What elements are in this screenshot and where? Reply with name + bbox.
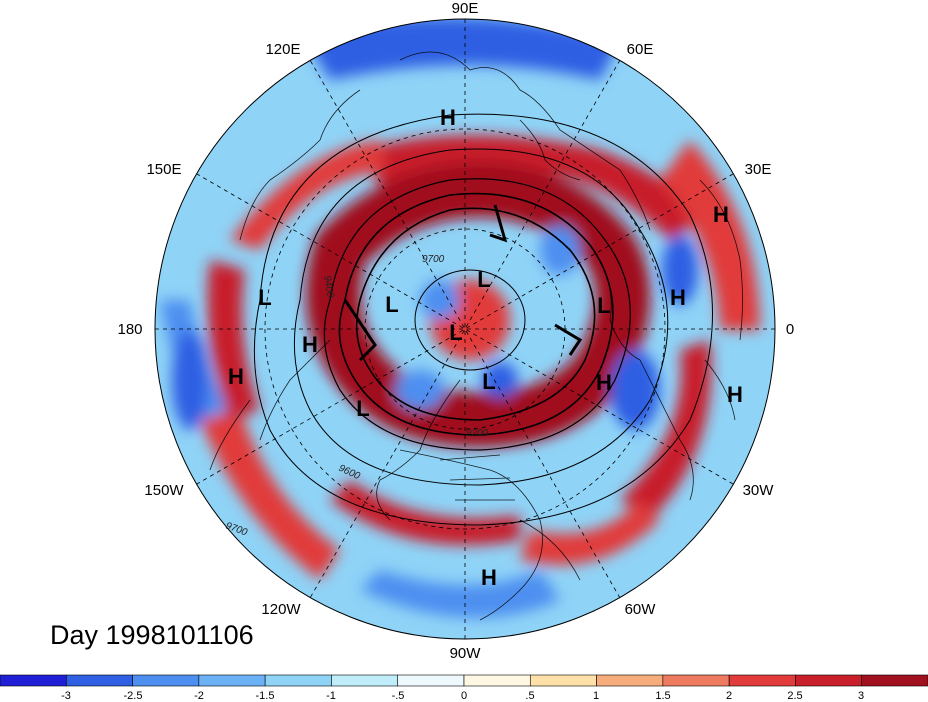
colorbar-tick: -1.5 <box>256 690 275 702</box>
colorbar-tick: 2.5 <box>787 690 802 702</box>
colorbar-box <box>0 674 67 687</box>
colorbar-box <box>795 674 863 687</box>
colorbar-tick: -2.5 <box>124 690 143 702</box>
lon-label-90w: 90W <box>450 645 482 660</box>
high-marker: H <box>727 382 743 407</box>
colorbar-tick: -2 <box>194 690 204 702</box>
colorbar-tick: 1.5 <box>655 690 670 702</box>
colorbar-tick: 0 <box>461 690 467 702</box>
colorbar-box <box>463 674 531 687</box>
colorbar-box <box>596 674 664 687</box>
colorbar-box <box>662 674 730 687</box>
lon-label-150e: 150E <box>146 161 181 178</box>
colorbar-tick: -3 <box>61 690 71 702</box>
colorbar-box <box>331 674 399 687</box>
coastlines <box>209 51 743 621</box>
lon-label-90e: 90E <box>452 0 479 17</box>
low-marker: L <box>482 369 495 394</box>
colorbar-tick: .5 <box>525 690 534 702</box>
map-boundary <box>154 18 776 640</box>
high-marker: H <box>596 370 612 395</box>
low-marker: L <box>385 292 398 317</box>
contour-label: 9400 <box>321 275 336 299</box>
polar-map: 90E 60E 30E 0 30W 60W 90W 120W 150W 180 … <box>117 0 794 660</box>
lon-label-120e: 120E <box>265 41 300 58</box>
pressure-systems: H H H H H H H H L L L L L L L <box>228 105 743 590</box>
colorbar-tick: 3 <box>858 690 864 702</box>
high-marker: H <box>440 105 456 130</box>
high-marker: H <box>302 332 318 357</box>
colorbar: -3 -2.5 -2 -1.5 -1 -.5 0 .5 1 1.5 2 2.5 … <box>0 674 928 702</box>
map-disc <box>155 19 775 639</box>
low-marker: L <box>356 396 369 421</box>
colorbar-box <box>861 674 928 687</box>
colorbar-box <box>264 674 332 687</box>
contour-label: 9200 <box>466 428 489 439</box>
lon-label-30e: 30E <box>745 161 772 178</box>
low-marker: L <box>477 267 490 292</box>
lon-label-120w: 120W <box>261 601 301 618</box>
colorbar-tick: -1 <box>326 690 336 702</box>
high-marker: H <box>228 364 244 389</box>
longitude-labels: 90E 60E 30E 0 30W 60W 90W 120W 150W 180 … <box>117 0 794 660</box>
lon-label-30w: 30W <box>743 482 775 499</box>
lon-label-60w: 60W <box>625 601 657 618</box>
low-marker: L <box>597 293 610 318</box>
colorbar-box <box>529 674 597 687</box>
colorbar-box <box>397 674 465 687</box>
low-marker: L <box>449 320 462 345</box>
high-marker: H <box>713 202 729 227</box>
colorbar-box <box>728 674 796 687</box>
colorbar-tick: 1 <box>593 690 599 702</box>
lon-label-180: 180 <box>117 321 142 338</box>
lon-label-0: 0 <box>786 321 794 338</box>
low-marker: L <box>258 285 271 310</box>
colorbar-tick: 2 <box>726 690 732 702</box>
colorbar-ticks: -3 -2.5 -2 -1.5 -1 -.5 0 .5 1 1.5 2 2.5 … <box>61 690 864 702</box>
height-contours <box>253 113 713 526</box>
colorbar-box <box>198 674 266 687</box>
high-marker: H <box>481 565 497 590</box>
colorbar-box <box>65 674 133 687</box>
contour-label: 9700 <box>422 254 445 265</box>
colorbar-tick: -.5 <box>392 690 405 702</box>
date-title: Day 1998101106 <box>50 620 254 650</box>
colorbar-box <box>132 674 200 687</box>
high-marker: H <box>670 285 686 310</box>
colorbar-boxes <box>0 674 928 687</box>
graticule <box>155 19 775 639</box>
lon-label-150w: 150W <box>144 482 184 499</box>
lon-label-60e: 60E <box>627 41 654 58</box>
